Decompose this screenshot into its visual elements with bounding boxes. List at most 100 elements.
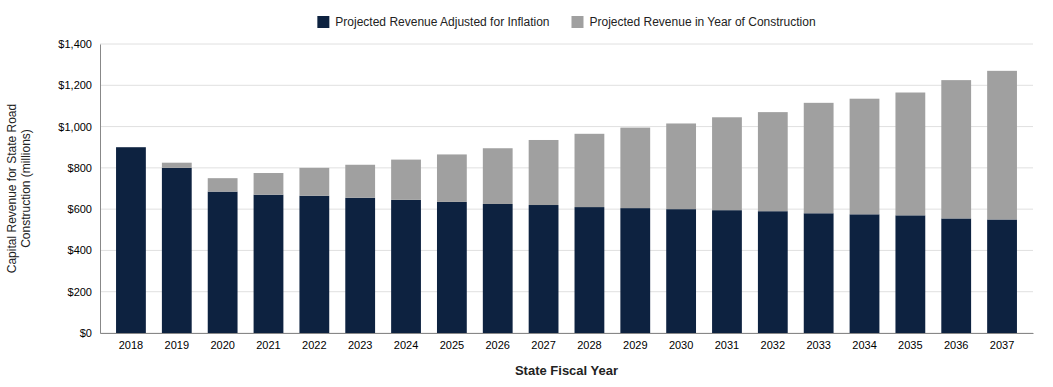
y-tick: $200 [68,286,100,298]
legend-item: Projected Revenue in Year of Constructio… [571,15,815,29]
y-tick: $1,200 [58,79,100,91]
x-tick: 2025 [440,339,464,351]
legend-label: Projected Revenue Adjusted for Inflation [335,15,549,29]
x-tick-label: 2018 [119,339,143,351]
x-tick: 2034 [852,339,876,351]
y-tick: $0 [80,327,100,339]
y-tick-label: $800 [68,162,92,174]
bar [712,117,742,210]
x-tick: 2024 [394,339,418,351]
legend-label: Projected Revenue in Year of Constructio… [589,15,815,29]
x-tick-label: 2023 [348,339,372,351]
x-tick-label: 2021 [256,339,280,351]
bar [529,205,559,333]
bar [391,200,421,333]
y-axis-title-line: Capital Revenue for State Road [5,104,19,273]
x-tick: 2023 [348,339,372,351]
y-tick-label: $1,200 [58,79,92,91]
y-tick-label: $200 [68,286,92,298]
y-tick-label: $600 [68,203,92,215]
bar [254,195,284,333]
bar [850,214,880,333]
x-tick: 2028 [577,339,601,351]
grid-line [100,291,1033,292]
x-tick: 2020 [210,339,234,351]
bar [620,128,650,209]
x-tick-label: 2034 [852,339,876,351]
chart: 2018 2019 2020 2021 2022 2023 2024 2025 2026 2027… [0,0,1053,387]
bar [437,202,467,333]
bar [208,192,238,333]
x-tick: 2036 [944,339,968,351]
x-tick: 2031 [715,339,739,351]
legend-swatch [571,16,583,28]
bar [437,154,467,201]
bar [987,71,1017,220]
bar [758,112,788,211]
bar [941,218,971,333]
x-tick: 2019 [165,339,189,351]
y-axis-title: Capital Revenue for State RoadConstructi… [5,104,33,273]
bar [529,140,559,205]
x-axis: 2018 2019 2020 2021 2022 2023 2024 2025 2026 2027… [101,334,1034,351]
bar [483,204,513,333]
y-axis-line [100,45,101,334]
x-tick: 2037 [990,339,1014,351]
legend-item: Projected Revenue Adjusted for Inflation [317,15,549,29]
bar-series [162,71,1017,220]
legend-swatch [317,16,329,28]
bar [208,178,238,191]
bar [575,207,605,333]
x-tick-label: 2036 [944,339,968,351]
x-tick-label: 2035 [898,339,922,351]
bar [162,163,192,168]
bar [804,103,834,213]
grid-line [100,44,1033,45]
grid-line [100,250,1033,251]
bar [299,168,329,196]
x-tick-label: 2025 [440,339,464,351]
x-tick: 2018 [119,339,143,351]
y-tick: $1,000 [58,121,100,133]
x-tick-label: 2031 [715,339,739,351]
bar-series [116,147,1017,333]
bar [299,196,329,333]
bar [620,208,650,333]
bar [666,209,696,333]
y-tick-label: $400 [68,244,92,256]
bar [987,219,1017,333]
x-tick-label: 2032 [761,339,785,351]
x-tick: 2021 [256,339,280,351]
x-tick: 2026 [485,339,509,351]
bar [345,165,375,198]
y-tick: $600 [68,203,100,215]
x-tick-label: 2030 [669,339,693,351]
x-tick-label: 2022 [302,339,326,351]
grid [100,44,1033,333]
y-tick: $1,400 [58,38,100,50]
bar [758,211,788,333]
bar [116,147,146,333]
grid-line [100,126,1033,127]
x-tick-label: 2026 [485,339,509,351]
bar [666,123,696,209]
y-tick-label: $0 [80,327,92,339]
y-tick: $800 [68,162,100,174]
x-tick-label: 2029 [623,339,647,351]
grid-line [100,85,1033,86]
bar [162,168,192,333]
y-tick-label: $1,000 [58,121,92,133]
x-tick-label: 2020 [210,339,234,351]
x-tick-label: 2027 [531,339,555,351]
x-tick: 2030 [669,339,693,351]
bar [850,99,880,215]
grid-line [100,209,1033,210]
bar [895,93,925,216]
x-tick: 2033 [806,339,830,351]
x-tick-label: 2037 [990,339,1014,351]
plot: 2018 2019 2020 2021 2022 2023 2024 2025 2026 2027… [5,38,1034,378]
bar [804,213,834,333]
x-axis-title: State Fiscal Year [515,363,618,378]
x-tick: 2032 [761,339,785,351]
y-tick: $400 [68,244,100,256]
